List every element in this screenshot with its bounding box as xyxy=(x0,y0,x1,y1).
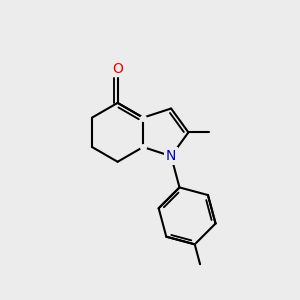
Text: N: N xyxy=(166,149,176,163)
Text: O: O xyxy=(112,61,123,76)
